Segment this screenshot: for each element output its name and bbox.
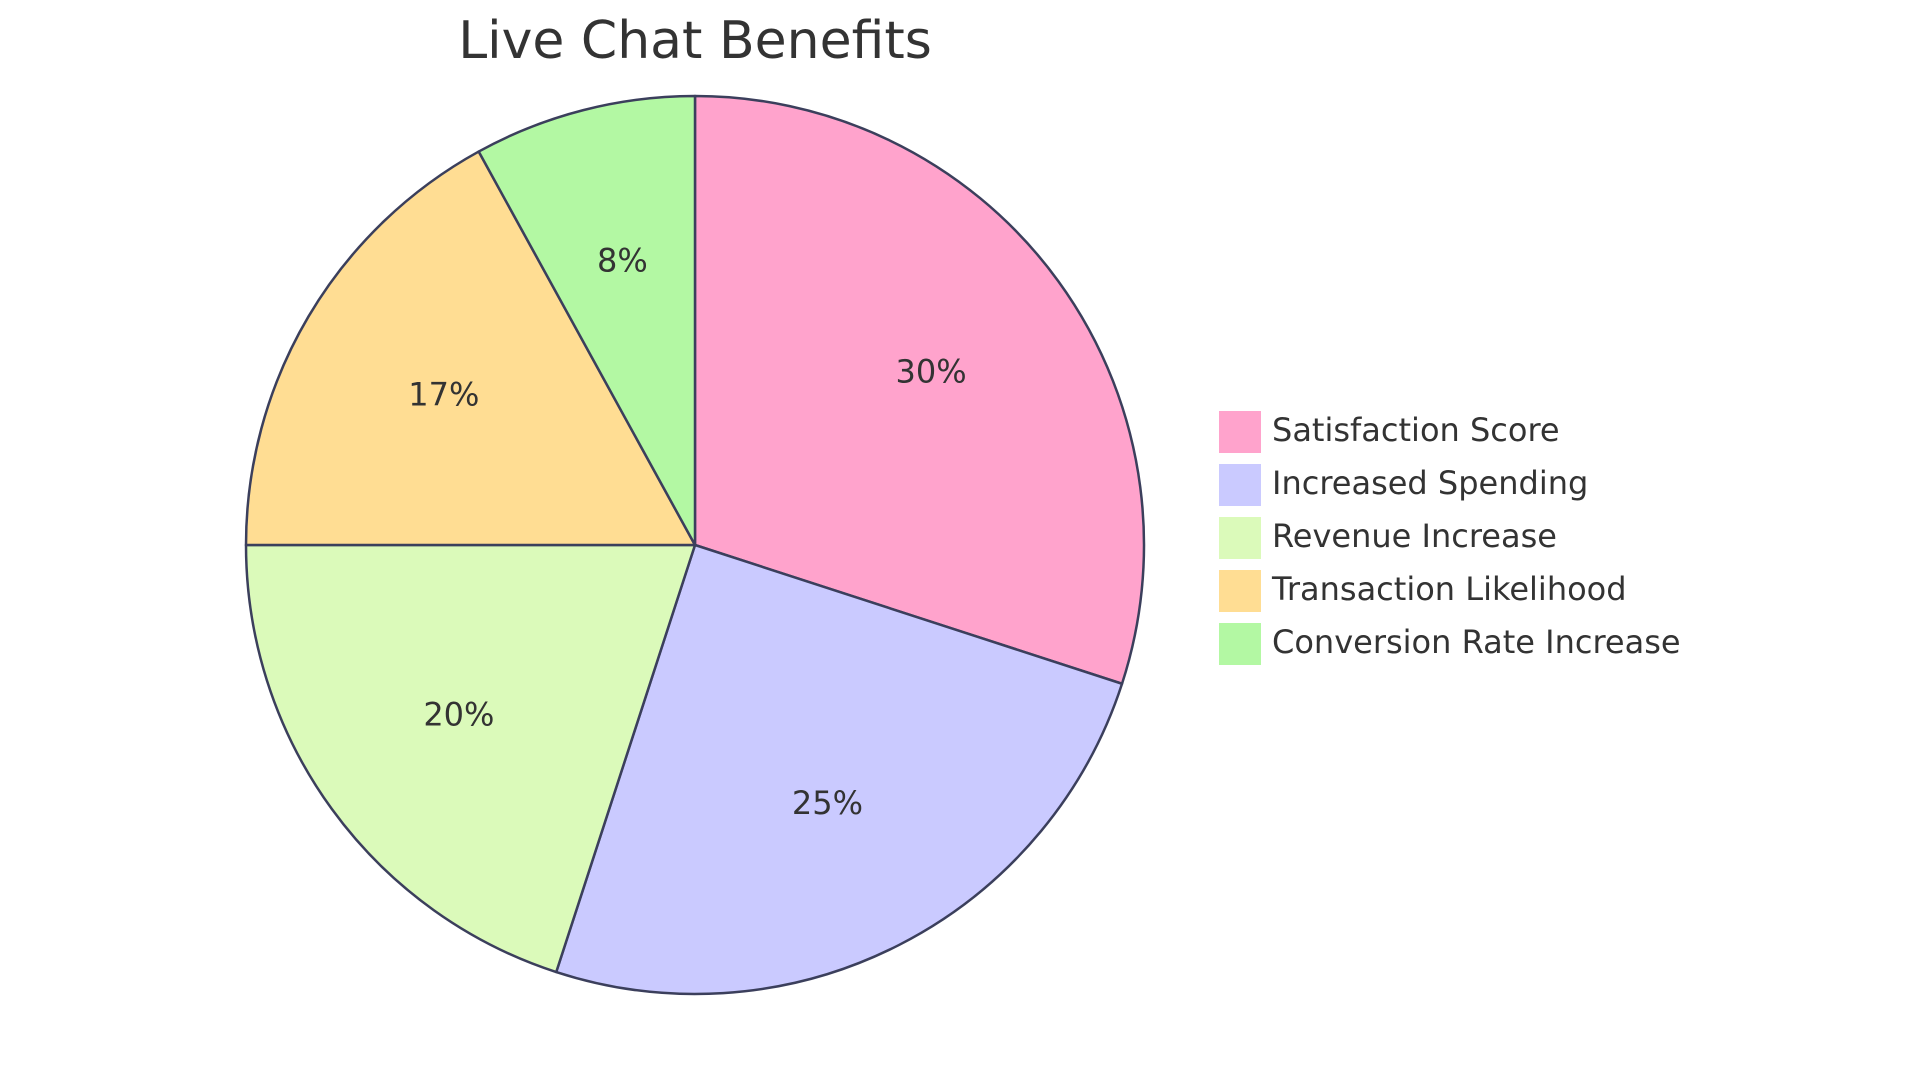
slice-percent-label: 30% [896,352,967,390]
slice-percent-label: 17% [408,375,479,413]
legend-item: Increased Spending [1217,462,1588,508]
legend-label: Increased Spending [1272,464,1588,502]
pie-slice-satisfaction-score [693,94,1146,685]
legend-label: Revenue Increase [1272,517,1557,555]
chart-legend: Satisfaction Score Increased Spending Reve… [1217,409,1681,667]
legend-label: Satisfaction Score [1272,411,1560,449]
pie-slice-conversion-rate-increase [477,94,697,547]
legend-item: Conversion Rate Increase [1217,621,1681,667]
slice-percent-label: 8% [597,241,648,279]
legend-swatch [1217,568,1263,614]
pie-slice-revenue-increase [244,543,697,974]
legend-swatch [1217,621,1263,667]
slice-percent-label: 25% [792,784,863,822]
pie-slice-increased-spending [555,543,1124,996]
legend-item: Revenue Increase [1217,515,1557,561]
pie-slice-labels: 30% 25% 20% 17% 8% [408,241,966,822]
legend-swatch [1217,462,1263,508]
legend-label: Conversion Rate Increase [1272,623,1681,661]
legend-swatch [1217,515,1263,561]
pie-slices [244,94,1146,996]
legend-swatch [1217,409,1263,455]
pie-slice-transaction-likelihood [244,150,697,547]
legend-label: Transaction Likelihood [1271,570,1627,608]
legend-item: Satisfaction Score [1217,409,1560,455]
slice-percent-label: 20% [423,696,494,734]
legend-item: Transaction Likelihood [1217,568,1627,614]
chart-title: Live Chat Benefits [458,11,932,71]
